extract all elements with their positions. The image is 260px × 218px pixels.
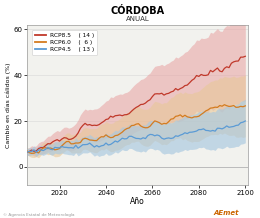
Text: ANUAL: ANUAL	[125, 16, 149, 22]
Title: CÓRDOBA: CÓRDOBA	[110, 5, 164, 15]
Legend: RCP8.5    ( 14 ), RCP6.0    (  6 ), RCP4.5    ( 13 ): RCP8.5 ( 14 ), RCP6.0 ( 6 ), RCP4.5 ( 13…	[32, 30, 98, 55]
Text: AEmet: AEmet	[213, 210, 239, 216]
Y-axis label: Cambio en días cálidos (%): Cambio en días cálidos (%)	[5, 62, 11, 148]
Text: © Agencia Estatal de Meteorología: © Agencia Estatal de Meteorología	[3, 213, 74, 217]
X-axis label: Año: Año	[130, 197, 145, 206]
